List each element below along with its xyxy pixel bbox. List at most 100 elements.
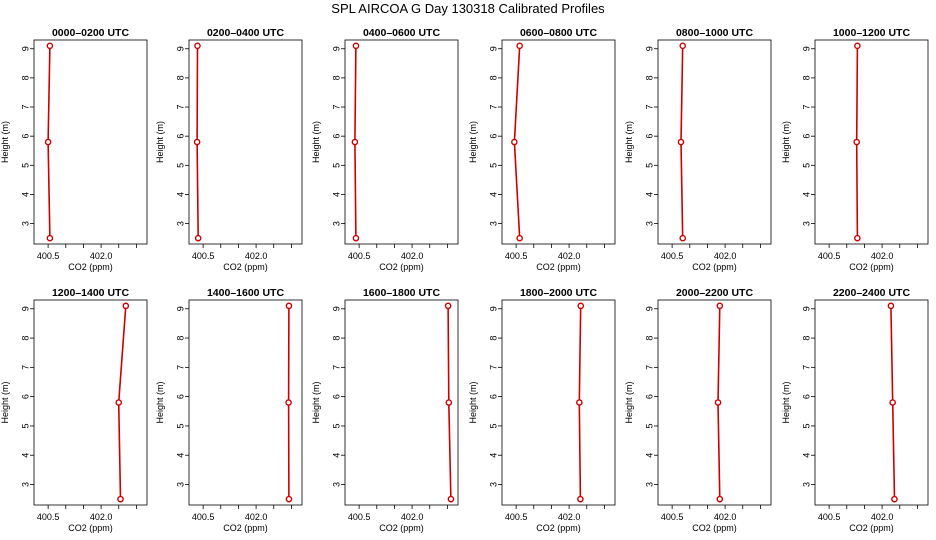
y-tick-label: 7 (331, 105, 341, 110)
y-tick-label: 6 (644, 134, 654, 139)
x-axis-label: CO2 (ppm) (536, 523, 581, 533)
y-tick-label: 8 (801, 75, 811, 80)
y-tick-label: 9 (801, 306, 811, 311)
plot-frame (344, 39, 459, 245)
y-tick-label: 5 (801, 423, 811, 428)
x-axis-label: CO2 (ppm) (223, 262, 268, 272)
plot-frame (188, 299, 303, 506)
x-axis-label: CO2 (ppm) (536, 262, 581, 272)
data-point (511, 138, 518, 146)
y-tick-label: 8 (644, 75, 654, 80)
x-tick-label: 400.5 (192, 512, 215, 522)
x-tick-label: 400.5 (192, 251, 215, 261)
x-tick-label: 400.5 (37, 512, 60, 522)
x-tick-label: 400.5 (505, 251, 528, 261)
y-tick-label: 6 (20, 134, 30, 139)
y-tick-label: 4 (644, 453, 654, 458)
y-axis-label: Height (m) (155, 121, 165, 163)
y-axis-label: Height (m) (781, 381, 791, 423)
x-tick-label: 400.5 (37, 251, 60, 261)
x-tick-label: 400.5 (348, 251, 371, 261)
y-tick-label: 6 (331, 134, 341, 139)
y-tick-label: 3 (801, 221, 811, 226)
y-tick-label: 5 (20, 163, 30, 168)
data-point (285, 302, 293, 310)
x-axis-label: CO2 (ppm) (849, 523, 894, 533)
y-tick-label: 4 (20, 192, 30, 197)
y-axis-label: Height (m) (624, 381, 634, 423)
plot-frame (657, 39, 772, 245)
data-point (716, 495, 724, 503)
data-point (352, 42, 360, 50)
data-point (577, 302, 585, 310)
data-point (193, 138, 201, 146)
y-tick-label: 9 (801, 46, 811, 51)
data-point (447, 495, 455, 503)
y-tick-label: 6 (331, 394, 341, 399)
plot-frame (33, 39, 148, 245)
data-point (854, 42, 861, 50)
data-point (115, 399, 123, 406)
y-tick-label: 7 (331, 365, 341, 370)
chart-title: 0200–0400 UTC (207, 27, 284, 39)
y-tick-label: 7 (801, 365, 811, 370)
chart-title: 0800–1000 UTC (676, 27, 753, 39)
y-tick-label: 3 (331, 482, 341, 487)
y-tick-label: 4 (175, 192, 185, 197)
x-tick-label: 402.0 (714, 512, 737, 522)
y-tick-label: 3 (331, 221, 341, 226)
y-tick-label: 4 (488, 453, 498, 458)
chart-title: 0600–0800 UTC (520, 27, 597, 39)
y-tick-label: 8 (175, 75, 185, 80)
y-tick-label: 6 (801, 134, 811, 139)
data-point (516, 234, 523, 242)
data-point (194, 234, 202, 242)
x-tick-label: 400.5 (818, 512, 841, 522)
plot-frame (344, 299, 459, 506)
y-tick-label: 3 (175, 482, 185, 487)
y-tick-label: 4 (488, 192, 498, 197)
data-point (117, 495, 124, 503)
x-tick-label: 400.5 (661, 251, 684, 261)
y-tick-label: 6 (801, 394, 811, 399)
y-tick-label: 9 (488, 46, 498, 51)
y-tick-label: 9 (331, 46, 341, 51)
x-axis-label: CO2 (ppm) (379, 523, 424, 533)
x-axis-label: CO2 (ppm) (692, 262, 737, 272)
data-point (122, 302, 130, 310)
y-tick-label: 4 (801, 453, 811, 458)
data-point (285, 495, 293, 503)
y-tick-label: 5 (20, 423, 30, 428)
x-axis-label: CO2 (ppm) (849, 262, 894, 272)
y-tick-label: 9 (644, 46, 654, 51)
y-tick-label: 7 (644, 365, 654, 370)
y-tick-label: 7 (175, 365, 185, 370)
y-tick-label: 8 (488, 75, 498, 80)
data-point (716, 302, 724, 310)
y-tick-label: 7 (801, 105, 811, 110)
chart-title: 1200–1400 UTC (52, 287, 129, 299)
y-tick-label: 7 (488, 105, 498, 110)
x-axis-label: CO2 (ppm) (379, 262, 424, 272)
y-tick-label: 8 (20, 75, 30, 80)
data-point (194, 42, 201, 50)
y-tick-label: 8 (801, 336, 811, 341)
y-axis-label: Height (m) (781, 121, 791, 163)
x-tick-label: 400.5 (348, 512, 371, 522)
x-tick-label: 402.0 (245, 251, 268, 261)
y-axis-label: Height (m) (624, 121, 634, 163)
y-axis-label: Height (m) (468, 381, 478, 423)
y-tick-label: 4 (801, 192, 811, 197)
data-point (576, 399, 583, 406)
y-tick-label: 4 (331, 453, 341, 458)
y-tick-label: 8 (331, 336, 341, 341)
